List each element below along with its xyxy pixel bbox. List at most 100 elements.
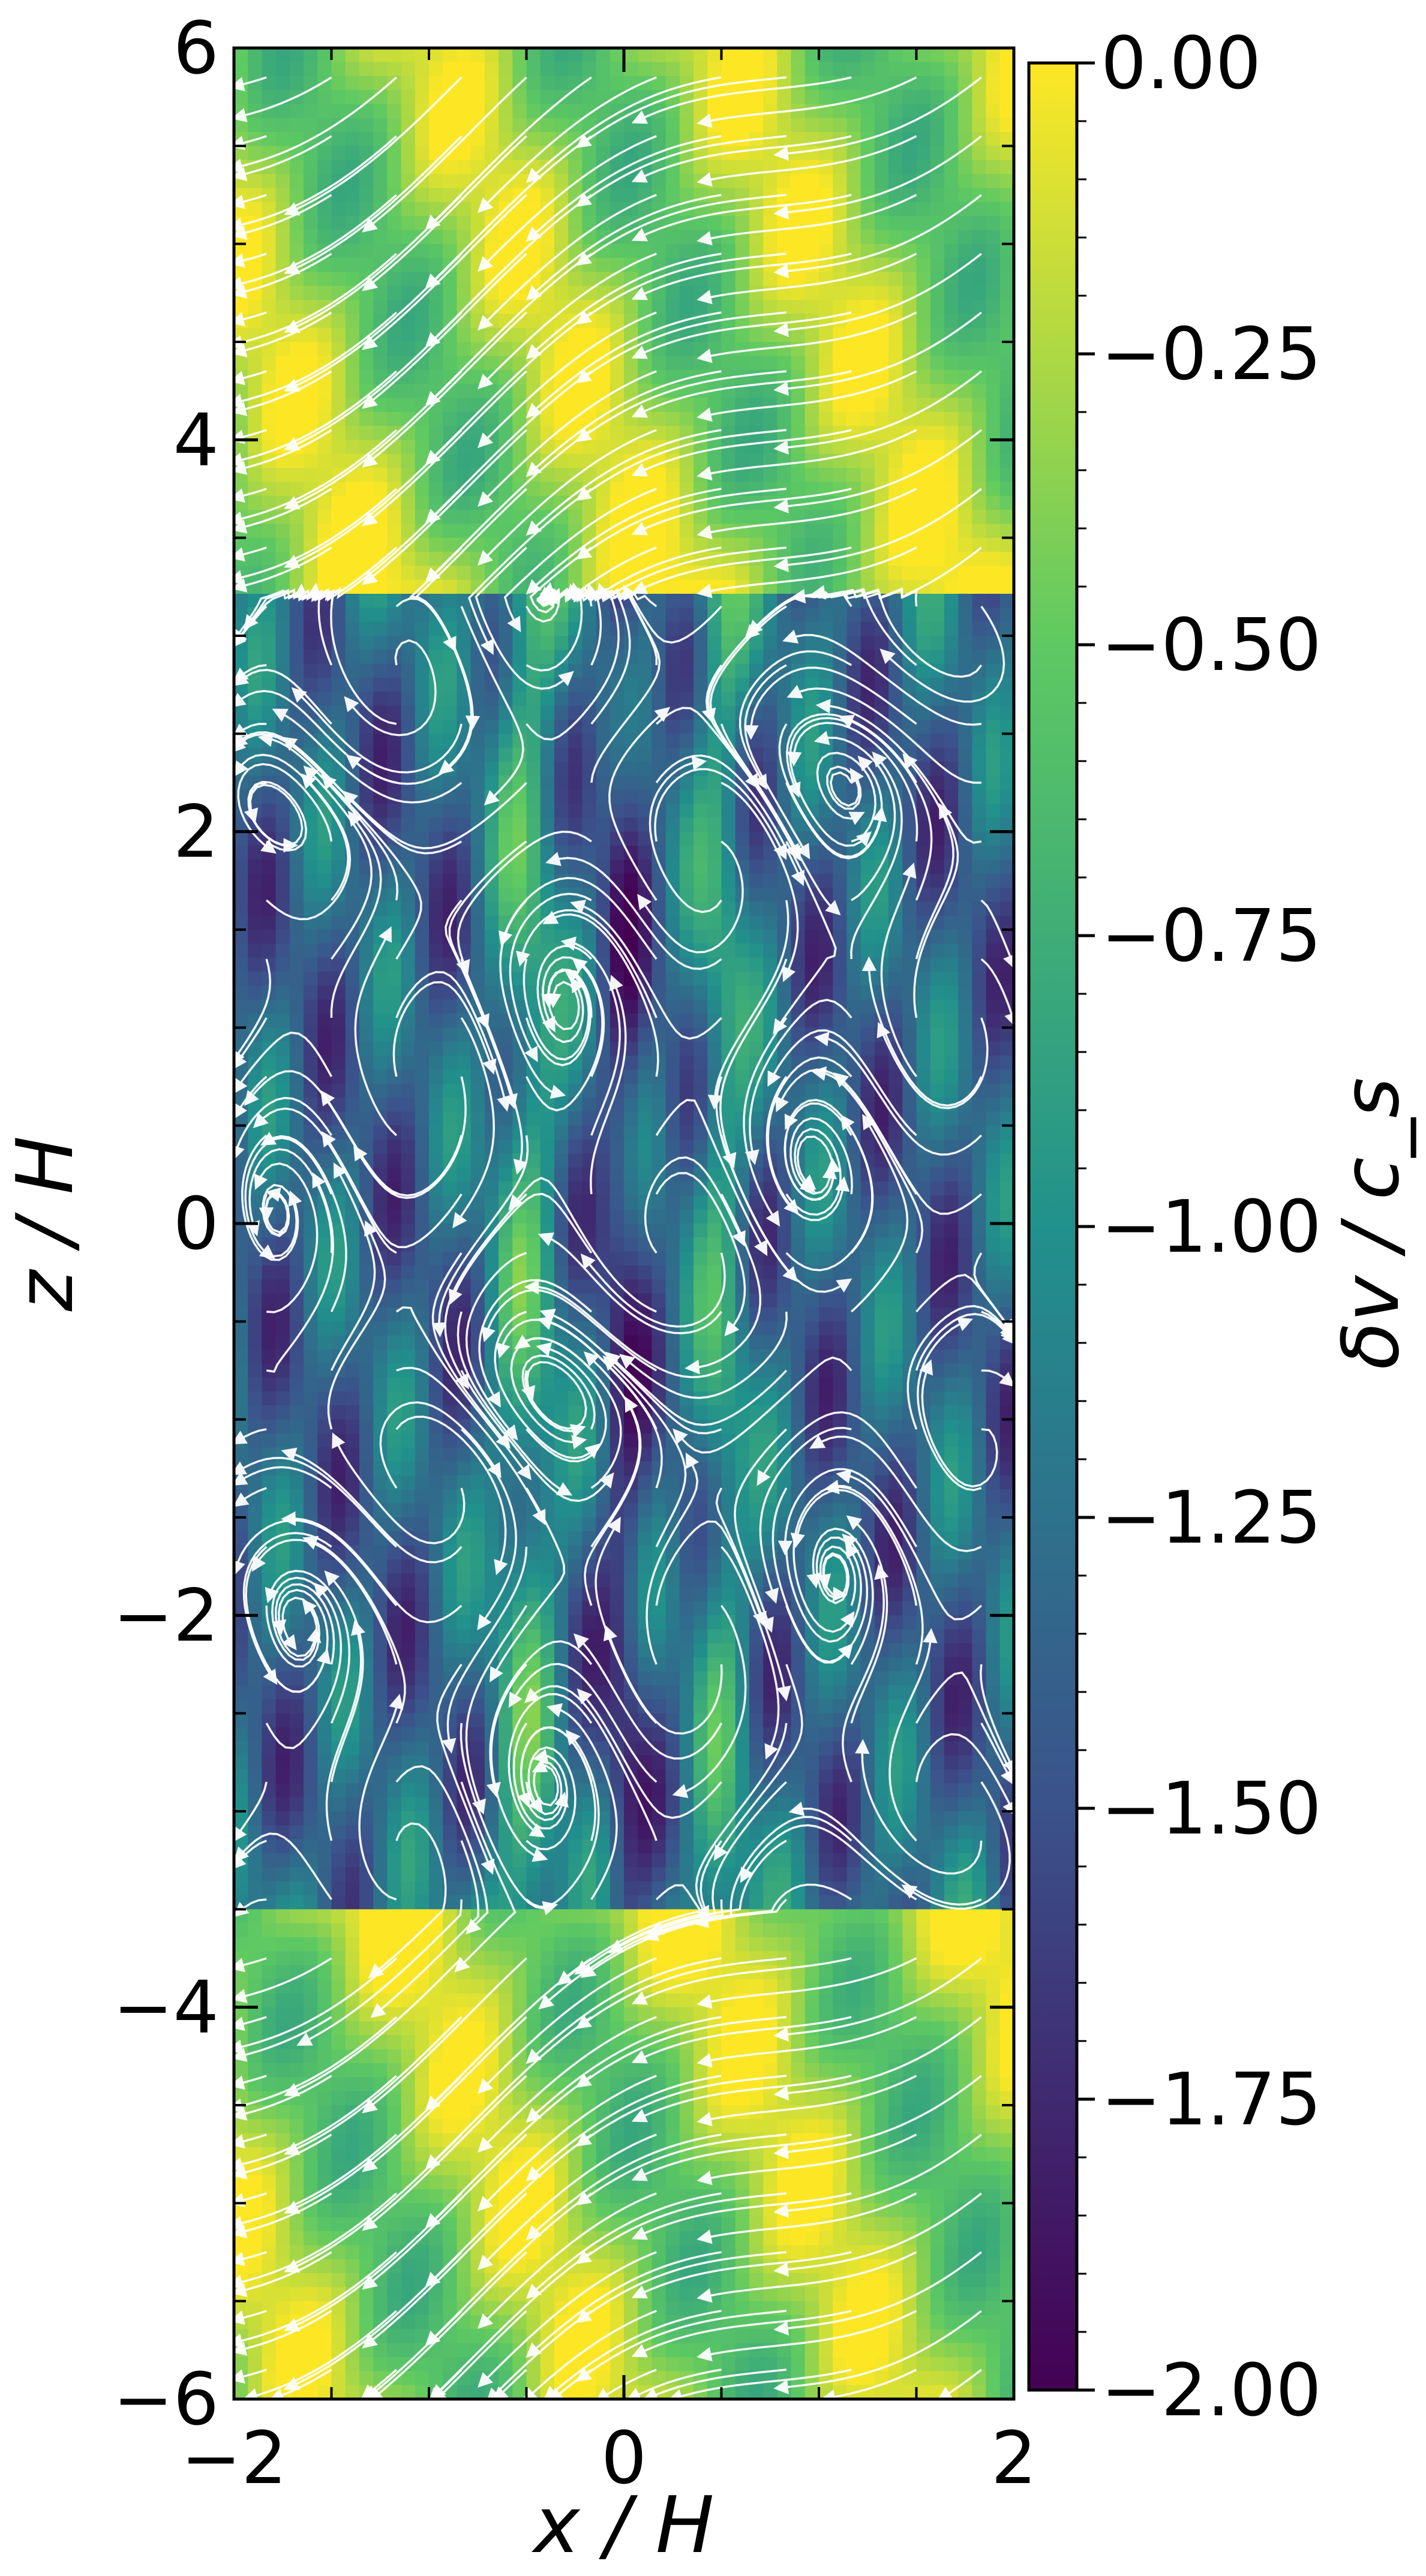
heatmap-cell	[735, 510, 750, 525]
heatmap-cell	[846, 943, 861, 958]
heatmap-cell	[972, 272, 987, 287]
heatmap-cell	[624, 90, 639, 105]
heatmap-cell	[275, 859, 290, 874]
heatmap-cell	[415, 1293, 430, 1308]
heatmap-cell	[275, 1083, 290, 1098]
heatmap-cell	[275, 1111, 290, 1126]
heatmap-cell	[359, 650, 374, 665]
heatmap-cell	[512, 62, 527, 77]
heatmap-cell	[749, 566, 764, 581]
heatmap-cell	[596, 775, 611, 790]
heatmap-cell	[470, 216, 485, 231]
heatmap-cell	[610, 789, 625, 804]
heatmap-cell	[930, 817, 945, 832]
heatmap-cell	[763, 524, 778, 539]
heatmap-cell	[234, 930, 249, 945]
heatmap-cell	[317, 146, 332, 161]
heatmap-cell	[443, 579, 458, 594]
heatmap-cell	[930, 1167, 945, 1182]
heatmap-cell	[721, 48, 736, 63]
heatmap-cell	[540, 650, 555, 665]
heatmap-cell	[512, 118, 527, 133]
heatmap-cell	[846, 48, 861, 63]
heatmap-cell	[791, 579, 806, 594]
heatmap-cell	[749, 930, 764, 945]
heatmap-cell	[694, 678, 709, 693]
heatmap-cell	[999, 327, 1014, 342]
heatmap-cell	[304, 650, 319, 665]
heatmap-cell	[484, 482, 499, 497]
heatmap-cell	[860, 930, 875, 945]
heatmap-cell	[944, 636, 959, 651]
heatmap-cell	[721, 594, 736, 609]
heatmap-cell	[846, 1027, 861, 1042]
heatmap-cell	[944, 621, 959, 636]
heatmap-cell	[415, 831, 430, 846]
heatmap-cell	[972, 398, 987, 413]
heatmap-cell	[540, 817, 555, 832]
heatmap-cell	[791, 524, 806, 539]
heatmap-cell	[791, 537, 806, 552]
heatmap-cell	[554, 90, 569, 105]
heatmap-cell	[415, 440, 430, 455]
heatmap-cell	[275, 985, 290, 1000]
heatmap-cell	[916, 901, 931, 916]
heatmap-cell	[512, 650, 527, 665]
heatmap-cell	[972, 510, 987, 525]
heatmap-cell	[846, 636, 861, 651]
heatmap-cell	[554, 342, 569, 357]
heatmap-cell	[916, 76, 931, 91]
heatmap-cell	[986, 285, 1001, 300]
heatmap-cell	[944, 1251, 959, 1266]
heatmap-cell	[749, 188, 764, 203]
heatmap-cell	[986, 650, 1001, 665]
heatmap-cell	[804, 1209, 819, 1224]
heatmap-cell	[999, 552, 1014, 567]
heatmap-cell	[624, 762, 639, 777]
heatmap-cell	[888, 90, 903, 105]
heatmap-cell	[359, 300, 374, 315]
heatmap-cell	[694, 104, 709, 119]
heatmap-cell	[582, 678, 597, 693]
heatmap-cell	[401, 1209, 416, 1224]
heatmap-cell	[721, 985, 736, 1000]
heatmap-cell	[289, 650, 304, 665]
heatmap-cell	[443, 160, 458, 175]
heatmap-cell	[930, 300, 945, 315]
heatmap-cell	[429, 76, 444, 91]
heatmap-cell	[986, 1209, 1001, 1224]
heatmap-cell	[387, 48, 402, 63]
heatmap-cell	[874, 1111, 889, 1126]
heatmap-cell	[860, 342, 875, 357]
heatmap-cell	[888, 510, 903, 525]
heatmap-cell	[888, 566, 903, 581]
heatmap-cell	[275, 369, 290, 384]
heatmap-cell	[387, 1083, 402, 1098]
heatmap-cell	[401, 216, 416, 231]
heatmap-cell	[457, 285, 472, 300]
heatmap-cell	[972, 132, 987, 147]
heatmap-cell	[972, 789, 987, 804]
heatmap-cell	[888, 216, 903, 231]
heatmap-cell	[470, 327, 485, 342]
heatmap-cell	[262, 1027, 277, 1042]
heatmap-cell	[860, 943, 875, 958]
heatmap-cell	[624, 999, 639, 1014]
heatmap-cell	[331, 62, 346, 77]
heatmap-cell	[860, 118, 875, 133]
heatmap-cell	[986, 1098, 1001, 1113]
heatmap-cell	[804, 608, 819, 623]
heatmap-cell	[443, 692, 458, 707]
heatmap-cell	[484, 972, 499, 987]
heatmap-cell	[596, 62, 611, 77]
heatmap-cell	[665, 1056, 680, 1071]
heatmap-cell	[694, 846, 709, 861]
heatmap-cell	[944, 230, 959, 245]
heatmap-cell	[777, 62, 792, 77]
heatmap-cell	[415, 663, 430, 678]
heatmap-cell	[429, 482, 444, 497]
heatmap-cell	[234, 300, 249, 315]
heatmap-cell	[986, 1279, 1001, 1294]
heatmap-cell	[345, 692, 360, 707]
heatmap-cell	[972, 566, 987, 581]
